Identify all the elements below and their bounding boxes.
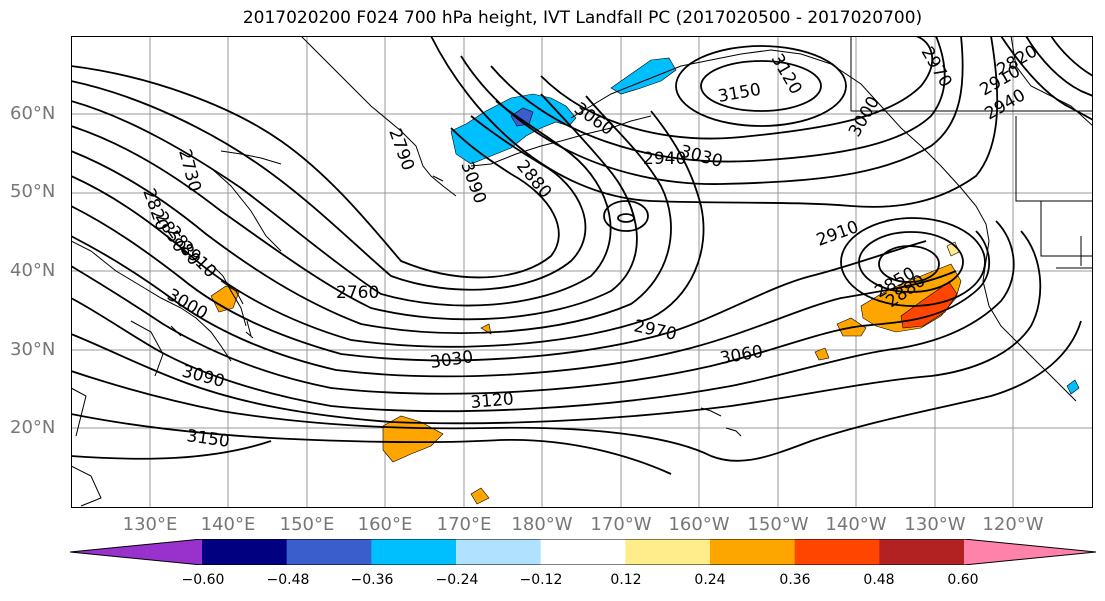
height-contour (858, 231, 964, 293)
height-contour (460, 36, 964, 185)
height-contour (71, 110, 705, 348)
colorbar-tick-label: 0.60 (947, 572, 979, 588)
height-contour (1025, 36, 1093, 97)
positive-anomaly-region (480, 323, 492, 335)
longitude-label: 170°E (436, 514, 492, 535)
longitude-label: 120°W (982, 514, 1044, 535)
height-contour (700, 60, 822, 112)
height-contour (540, 36, 933, 140)
height-contour (71, 65, 560, 279)
colorbar-swatch (202, 539, 288, 565)
longitude-label: 160°W (668, 514, 730, 535)
colorbar-swatch (540, 539, 626, 565)
colorbar-tick-label: 0.36 (779, 572, 811, 588)
colorbar-tick-label: −0.36 (350, 572, 394, 588)
colorbar-swatch (964, 539, 1096, 565)
height-contour (71, 320, 1082, 462)
height-contour (430, 36, 999, 208)
colorbar-swatch (371, 539, 457, 565)
latitude-label: 40°N (10, 260, 56, 281)
colorbar-swatch (879, 539, 965, 565)
longitude-label: 170°W (590, 514, 652, 535)
colorbar-tick-label: −0.24 (435, 572, 479, 588)
aleutian-islands (432, 115, 652, 182)
height-contour (71, 205, 927, 362)
colorbar-tick-label: −0.12 (519, 572, 563, 588)
colorbar-tick-label: 0.48 (863, 572, 895, 588)
longitude-label: 150°E (279, 514, 335, 535)
longitude-label: 140°E (200, 514, 256, 535)
contour-label: 3120 (470, 389, 515, 413)
height-contour (71, 230, 991, 395)
height-contour (675, 45, 847, 127)
height-contour (71, 230, 1042, 425)
colorbar-tick-label: −0.60 (181, 572, 225, 588)
colorbar (70, 539, 1096, 565)
map-panel: 2730 2820 2850 2880 2910 2940 2970 2760 … (71, 36, 1093, 508)
height-contour (71, 100, 612, 307)
height-contour (490, 36, 946, 163)
height-contour (71, 220, 1015, 413)
longitude-label: 180°W (511, 514, 573, 535)
height-contour (617, 213, 635, 223)
latitude-label: 20°N (10, 417, 56, 438)
negative-anomaly-core (510, 107, 534, 127)
negative-anomaly-region (1066, 379, 1080, 395)
height-contours (71, 36, 1093, 475)
colorbar-tick-label: 0.24 (694, 572, 726, 588)
latitude-label: 60°N (10, 103, 56, 124)
longitude-label: 150°W (747, 514, 809, 535)
longitude-label: 130°E (122, 514, 178, 535)
height-contour (71, 95, 672, 334)
height-contour (71, 235, 957, 378)
contour-label: 2940 (643, 149, 686, 169)
positive-anomaly-region (814, 347, 830, 361)
coastlines (71, 36, 1093, 507)
asia-coastline (71, 150, 282, 507)
alaska-coastline (570, 49, 1077, 402)
negative-anomaly-region (610, 57, 677, 95)
height-contour (1050, 36, 1093, 77)
contour-label: 2760 (336, 283, 379, 303)
height-contour (71, 440, 272, 460)
colorbar-swatch (710, 539, 796, 565)
colorbar-swatch (70, 539, 202, 565)
height-contour (878, 245, 940, 283)
colorbar-swatch (794, 539, 880, 565)
height-contour (71, 413, 672, 475)
longitude-label: 160°E (357, 514, 413, 535)
height-contour (603, 200, 649, 232)
kamchatka-coastline (300, 36, 457, 197)
north-america-boundaries (850, 36, 1093, 269)
height-contour (1000, 36, 1093, 121)
longitude-label: 130°W (904, 514, 966, 535)
map-title: 2017020200 F024 700 hPa height, IVT Land… (242, 8, 923, 28)
latitude-label: 50°N (10, 181, 56, 202)
height-contour (840, 217, 986, 307)
positive-anomaly-region (470, 487, 490, 505)
colorbar-tick-label: 0.12 (610, 572, 642, 588)
colorbar-tick-label: −0.48 (266, 572, 310, 588)
colorbar-swatch (625, 539, 711, 565)
latitude-label: 30°N (10, 339, 56, 360)
longitude-label: 140°W (825, 514, 887, 535)
colorbar-swatch (286, 539, 372, 565)
colorbar-swatch (456, 539, 542, 565)
